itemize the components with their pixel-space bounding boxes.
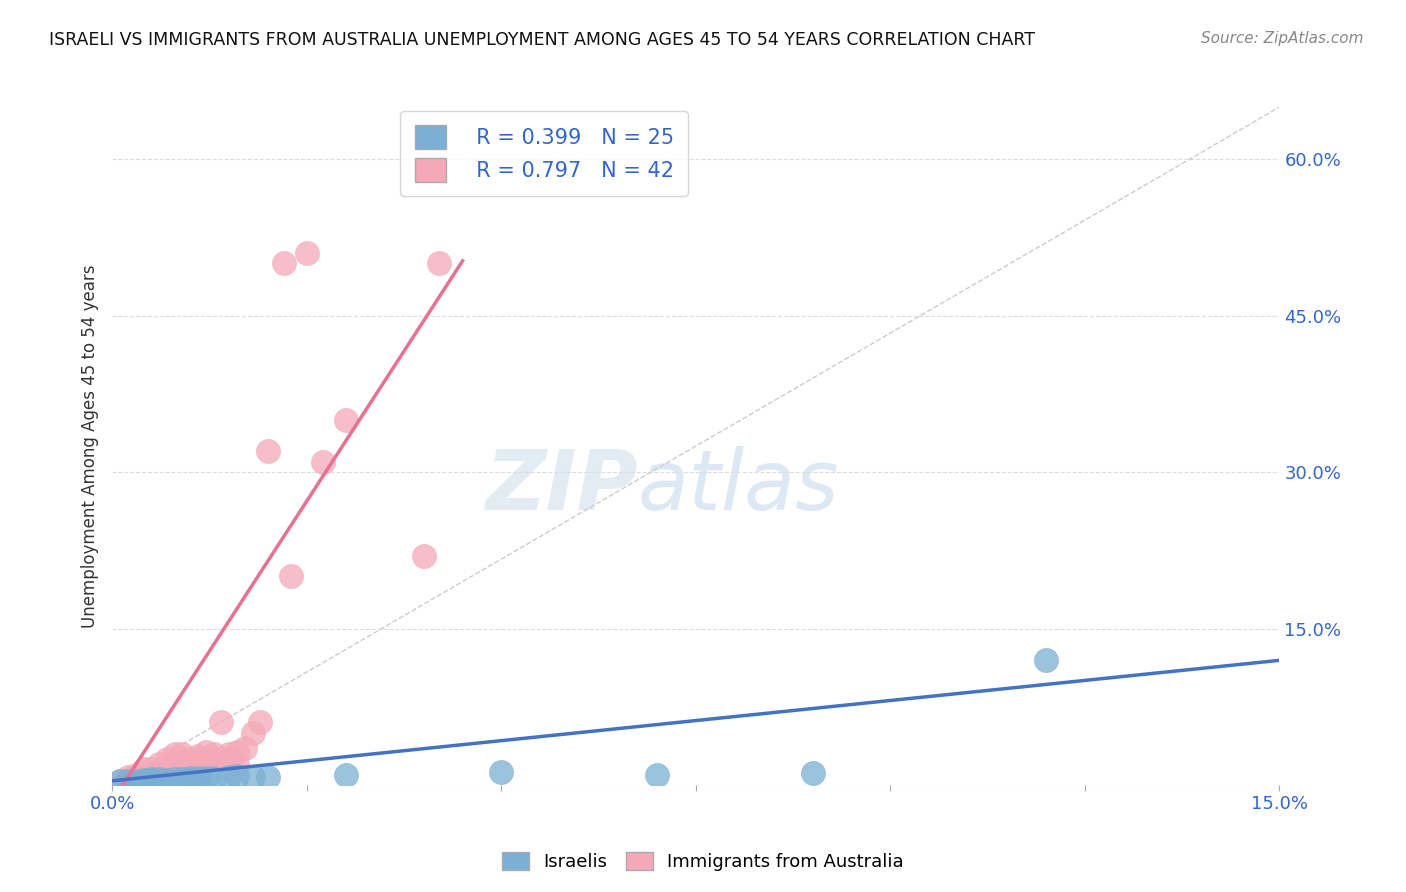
Point <box>645 767 668 781</box>
Text: Source: ZipAtlas.com: Source: ZipAtlas.com <box>1201 31 1364 46</box>
Point <box>141 772 163 787</box>
Point <box>257 770 280 784</box>
Legend: Israelis, Immigrants from Australia: Israelis, Immigrants from Australia <box>495 845 911 879</box>
Point <box>141 767 163 781</box>
Point <box>311 455 333 469</box>
Point <box>117 773 139 788</box>
Point <box>163 772 186 786</box>
Legend:   R = 0.399   N = 25,   R = 0.797   N = 42: R = 0.399 N = 25, R = 0.797 N = 42 <box>401 111 689 196</box>
Point <box>125 767 148 781</box>
Point <box>110 773 132 788</box>
Text: atlas: atlas <box>638 446 839 527</box>
Point <box>117 772 139 787</box>
Point <box>202 747 225 761</box>
Point <box>257 444 280 458</box>
Point <box>172 755 194 769</box>
Point <box>249 715 271 730</box>
Point <box>226 745 249 759</box>
Point <box>125 773 148 788</box>
Point <box>179 771 201 785</box>
Point <box>491 765 513 780</box>
Point <box>218 747 240 761</box>
Point <box>117 770 139 784</box>
Point <box>202 771 225 785</box>
Point <box>141 762 163 776</box>
Point <box>148 772 170 786</box>
Point <box>1035 653 1057 667</box>
Text: ZIP: ZIP <box>485 446 638 527</box>
Point <box>148 765 170 780</box>
Point <box>194 745 217 759</box>
Point <box>273 256 295 270</box>
Point <box>179 767 201 781</box>
Point <box>132 772 155 787</box>
Point <box>242 726 264 740</box>
Point <box>163 757 186 772</box>
Point <box>156 772 179 787</box>
Point <box>412 549 434 563</box>
Y-axis label: Unemployment Among Ages 45 to 54 years: Unemployment Among Ages 45 to 54 years <box>82 264 100 628</box>
Point <box>427 256 450 270</box>
Point <box>187 748 209 763</box>
Point <box>148 757 170 772</box>
Point <box>801 766 824 780</box>
Point <box>141 772 163 786</box>
Point <box>226 768 249 782</box>
Point <box>295 246 318 260</box>
Point <box>194 771 217 785</box>
Point <box>156 752 179 766</box>
Point <box>156 762 179 776</box>
Point <box>335 413 357 427</box>
Point <box>132 774 155 789</box>
Text: ISRAELI VS IMMIGRANTS FROM AUSTRALIA UNEMPLOYMENT AMONG AGES 45 TO 54 YEARS CORR: ISRAELI VS IMMIGRANTS FROM AUSTRALIA UNE… <box>49 31 1035 49</box>
Point <box>172 772 194 786</box>
Point <box>218 770 240 784</box>
Point <box>132 762 155 776</box>
Point <box>179 772 201 787</box>
Point <box>163 747 186 761</box>
Point <box>172 747 194 761</box>
Point <box>132 770 155 784</box>
Point <box>187 757 209 772</box>
Point <box>187 771 209 785</box>
Point <box>242 770 264 784</box>
Point <box>141 772 163 787</box>
Point <box>125 772 148 786</box>
Point <box>218 752 240 766</box>
Point <box>110 773 132 788</box>
Point <box>280 569 302 583</box>
Point <box>209 715 232 730</box>
Point <box>179 752 201 766</box>
Point <box>194 752 217 766</box>
Point <box>233 741 256 756</box>
Point <box>202 752 225 766</box>
Point <box>335 767 357 781</box>
Point <box>226 757 249 772</box>
